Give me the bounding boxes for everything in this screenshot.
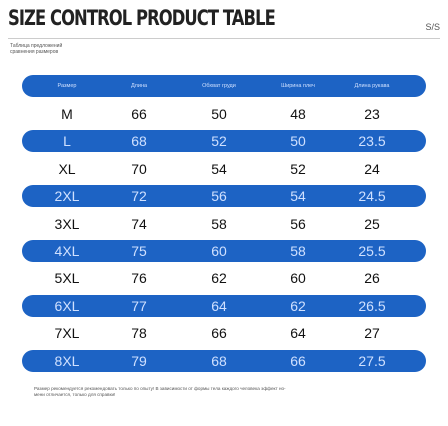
column-header: Размер <box>57 83 77 89</box>
table-cell: 2XL <box>54 188 80 205</box>
table-cell: 26 <box>364 270 380 287</box>
table-cell: 25 <box>364 215 380 232</box>
table-cell: 60 <box>211 243 227 259</box>
table-cell: 52 <box>211 133 227 150</box>
table-cell: 58 <box>211 215 227 232</box>
table-cell: M <box>61 106 73 122</box>
footnote-line: мени отличается, только для справки! <box>34 392 116 397</box>
table-cell: 54 <box>290 188 306 205</box>
table-cell: 68 <box>211 352 227 369</box>
row-highlight <box>22 240 426 262</box>
table-cell: XL <box>58 160 76 177</box>
table-cell: 75 <box>131 243 147 259</box>
table-cell: 56 <box>211 188 227 205</box>
table-cell: 48 <box>290 106 306 122</box>
table-cell: 3XL <box>54 215 80 232</box>
table-cell: 64 <box>211 297 227 314</box>
table-cell: 62 <box>290 297 306 314</box>
table-cell: 56 <box>290 215 306 232</box>
table-cell: 26.5 <box>358 297 386 314</box>
table-cell: 23 <box>364 106 380 122</box>
column-header: Длина рукава <box>354 83 390 89</box>
table-cell: 27 <box>364 325 380 342</box>
table-cell: 52 <box>290 160 306 177</box>
subtitle-line: Таблица предложений <box>10 43 63 49</box>
row-highlight <box>22 185 426 208</box>
subtitle: Таблица предложений сравнения размеров <box>10 43 62 55</box>
table-cell: 7XL <box>54 325 80 342</box>
column-header: Длина <box>130 83 148 89</box>
table-cell: 27.5 <box>358 352 386 369</box>
table-cell: 74 <box>131 215 147 232</box>
table-cell: 50 <box>211 106 227 122</box>
table-cell: 50 <box>290 133 306 150</box>
row-highlight <box>22 349 426 372</box>
table-cell: 23.5 <box>358 133 386 150</box>
divider <box>8 38 440 39</box>
table-cell: 25.5 <box>358 243 386 259</box>
footnote-line: Размер рекомендуется рекомендовать тольк… <box>34 386 286 391</box>
table-cell: 24 <box>364 160 380 177</box>
table-cell: 64 <box>290 325 306 342</box>
table-cell: 24.5 <box>358 188 386 205</box>
header-row <box>22 75 426 97</box>
table-cell: 5XL <box>54 270 80 287</box>
table-cell: 60 <box>290 270 306 287</box>
row-highlight <box>22 294 426 317</box>
title: SIZE CONTROL PRODUCT TABLE <box>8 6 276 30</box>
column-header: Обхват груди <box>202 83 236 89</box>
subtitle-line: сравнения размеров <box>10 49 59 55</box>
footnote: Размер рекомендуется рекомендовать тольк… <box>34 386 286 398</box>
table-cell: 66 <box>131 106 147 122</box>
row-highlight <box>22 130 426 153</box>
tag: S/S <box>425 22 440 32</box>
table-cell: 68 <box>131 133 147 150</box>
table-cell: 4XL <box>54 243 80 259</box>
column-header: Ширина плеч <box>281 83 315 89</box>
table-cell: 66 <box>211 325 227 342</box>
table-cell: 6XL <box>54 297 80 314</box>
table-cell: 66 <box>290 352 306 369</box>
table-cell: 8XL <box>54 352 80 369</box>
table-cell: 72 <box>131 188 147 205</box>
table-cell: 76 <box>131 270 147 287</box>
table-cell: L <box>63 133 71 150</box>
table-cell: 77 <box>131 297 147 314</box>
table-cell: 62 <box>211 270 227 287</box>
table-cell: 58 <box>290 243 306 259</box>
table-cell: 70 <box>131 160 147 177</box>
table-cell: 78 <box>131 325 147 342</box>
table-cell: 54 <box>211 160 227 177</box>
table-cell: 79 <box>131 352 147 369</box>
